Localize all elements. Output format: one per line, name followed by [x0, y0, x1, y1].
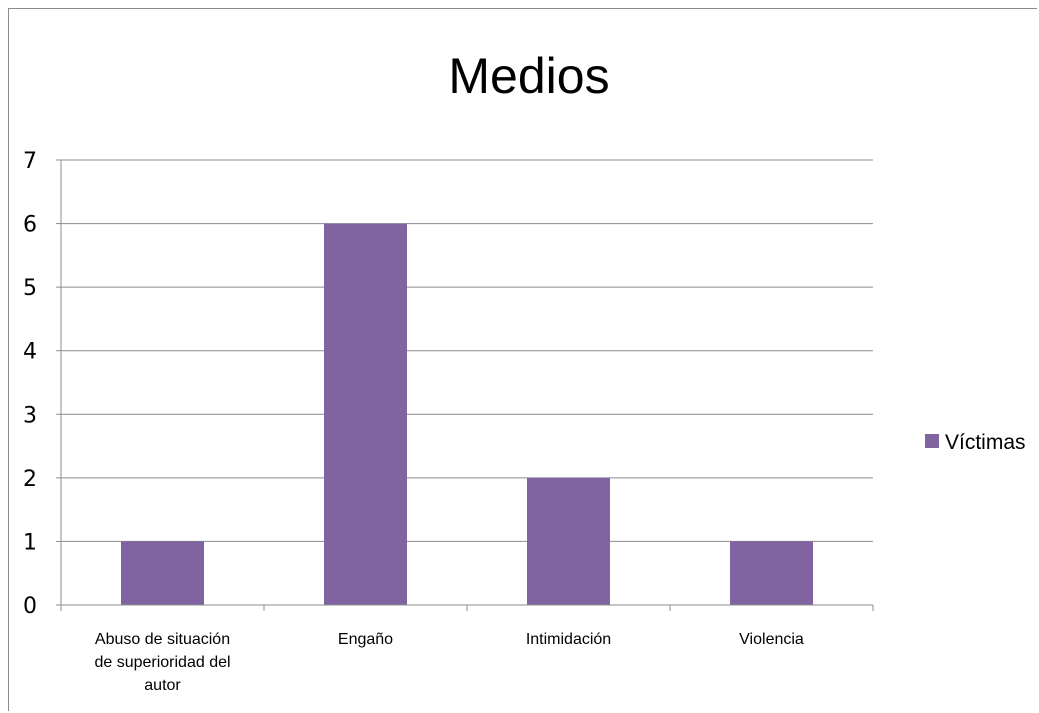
x-tick-label-line: de superioridad del: [94, 654, 230, 671]
x-tick-label-line: Abuso de situación: [95, 631, 230, 648]
chart-title: Medios: [448, 48, 609, 104]
legend-swatch: [925, 434, 939, 448]
axes: [56, 159, 874, 611]
bar: [730, 541, 813, 605]
legend: Víctimas: [925, 431, 1026, 454]
y-tick-label: 5: [23, 276, 37, 301]
bars: [121, 223, 813, 606]
legend-label: Víctimas: [945, 431, 1026, 454]
x-tick-label-line: Intimidación: [526, 631, 611, 648]
y-tick-label: 0: [23, 594, 37, 619]
x-tick-label-line: Engaño: [338, 631, 393, 648]
x-tick-label-line: Violencia: [739, 631, 804, 648]
x-tick-label: Intimidación: [526, 631, 611, 648]
x-tick-label: Violencia: [739, 631, 804, 648]
y-tick-label: 4: [23, 340, 37, 365]
bar: [324, 223, 407, 606]
x-tick-labels: Abuso de situación de superioridad del aut…: [94, 631, 803, 694]
chart-frame: [8, 8, 1037, 711]
x-tick-label: Abuso de situación de superioridad del aut…: [94, 631, 230, 694]
bar: [527, 477, 610, 605]
x-tick-label: Engaño: [338, 631, 393, 648]
bar: [121, 541, 204, 605]
y-tick-label: 6: [23, 213, 37, 238]
y-tick-labels: 0 1 2 3 4 5 6 7: [23, 149, 37, 619]
x-tick-label-line: autor: [144, 677, 181, 694]
y-tick-label: 1: [23, 530, 37, 555]
y-tick-label: 2: [23, 467, 37, 492]
y-tick-label: 7: [23, 149, 37, 174]
y-tick-label: 3: [23, 403, 37, 428]
gridlines: [61, 159, 873, 542]
